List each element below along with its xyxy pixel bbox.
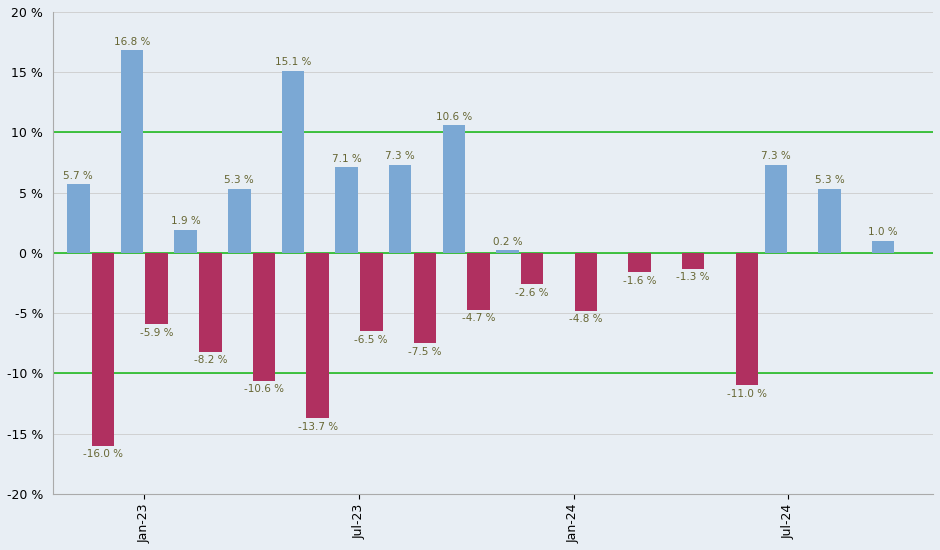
Bar (174, 230, 196, 253)
Text: -13.7 %: -13.7 % (298, 421, 337, 432)
Text: 5.7 %: 5.7 % (63, 170, 93, 180)
Bar (67, 184, 89, 253)
Text: 5.3 %: 5.3 % (815, 175, 844, 185)
Text: -2.6 %: -2.6 % (515, 288, 549, 298)
Text: -8.2 %: -8.2 % (194, 355, 227, 365)
Text: -6.5 %: -6.5 % (354, 335, 388, 345)
Bar (92, 253, 115, 446)
Bar (282, 71, 305, 253)
Bar (764, 165, 787, 253)
Text: 10.6 %: 10.6 % (436, 112, 472, 122)
Bar (146, 253, 168, 324)
Text: 5.3 %: 5.3 % (225, 175, 254, 185)
Bar (818, 189, 840, 253)
Bar (443, 125, 465, 253)
Bar (574, 253, 597, 311)
Bar (120, 51, 143, 253)
Bar (467, 253, 490, 310)
Bar (682, 253, 704, 268)
Bar (521, 253, 543, 284)
Text: -10.6 %: -10.6 % (243, 384, 284, 394)
Text: 7.3 %: 7.3 % (761, 151, 791, 161)
Text: 15.1 %: 15.1 % (274, 57, 311, 67)
Text: -16.0 %: -16.0 % (83, 449, 123, 459)
Text: 16.8 %: 16.8 % (114, 37, 150, 47)
Text: 1.0 %: 1.0 % (869, 227, 898, 237)
Bar (360, 253, 383, 331)
Bar (496, 250, 519, 253)
Text: 7.1 %: 7.1 % (332, 154, 362, 164)
Bar (228, 189, 250, 253)
Text: -1.3 %: -1.3 % (677, 272, 710, 282)
Bar (736, 253, 759, 386)
Bar (872, 241, 895, 253)
Text: 1.9 %: 1.9 % (171, 216, 200, 227)
Text: -7.5 %: -7.5 % (408, 347, 442, 357)
Text: 0.2 %: 0.2 % (493, 237, 523, 247)
Text: 7.3 %: 7.3 % (385, 151, 415, 161)
Bar (414, 253, 436, 343)
Bar (253, 253, 275, 381)
Text: -11.0 %: -11.0 % (727, 389, 767, 399)
Bar (199, 253, 222, 351)
Bar (628, 253, 650, 272)
Text: -4.7 %: -4.7 % (462, 313, 495, 323)
Text: -5.9 %: -5.9 % (140, 328, 173, 338)
Bar (306, 253, 329, 418)
Text: -1.6 %: -1.6 % (623, 276, 656, 286)
Text: -4.8 %: -4.8 % (569, 315, 603, 324)
Bar (336, 167, 358, 253)
Bar (389, 165, 412, 253)
